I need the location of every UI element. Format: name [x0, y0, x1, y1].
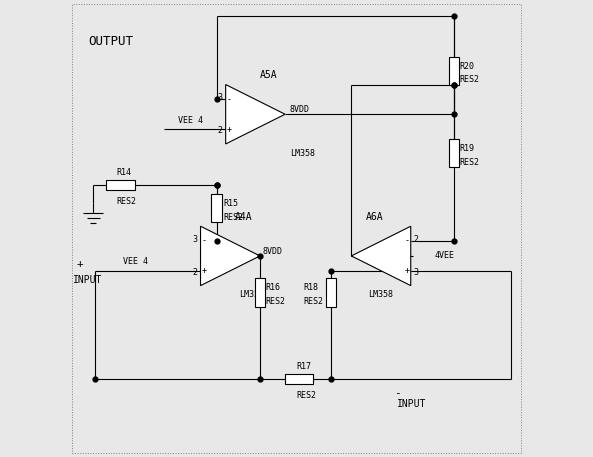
Text: RES2: RES2	[266, 297, 285, 306]
Text: R18: R18	[304, 283, 318, 292]
Text: R19: R19	[460, 144, 474, 153]
Text: 4VEE: 4VEE	[435, 251, 454, 260]
Text: R14: R14	[116, 168, 131, 177]
Text: INPUT: INPUT	[397, 399, 426, 409]
Text: -: -	[394, 388, 400, 398]
Text: VEE 4: VEE 4	[123, 257, 148, 266]
Text: 2: 2	[193, 268, 197, 277]
Bar	[212, 194, 222, 222]
Text: 8VDD: 8VDD	[262, 247, 282, 256]
Text: R17: R17	[296, 362, 311, 371]
Text: VEE 4: VEE 4	[178, 116, 203, 124]
Text: A4A: A4A	[235, 212, 253, 222]
Text: 3: 3	[414, 268, 419, 277]
Text: RES2: RES2	[460, 75, 480, 85]
Text: +: +	[202, 266, 207, 275]
Text: RES2: RES2	[304, 297, 323, 306]
Text: R15: R15	[224, 199, 238, 208]
Bar	[285, 374, 313, 384]
Bar	[255, 278, 265, 307]
Text: 8VDD: 8VDD	[289, 105, 310, 114]
Text: RES2: RES2	[460, 158, 480, 167]
Text: A6A: A6A	[366, 212, 384, 222]
Text: LM358: LM358	[368, 290, 394, 299]
Text: RES2: RES2	[116, 197, 136, 206]
Text: 3: 3	[193, 235, 197, 244]
Text: 3: 3	[218, 93, 223, 102]
Text: 2: 2	[414, 235, 419, 244]
Text: -: -	[202, 237, 207, 245]
Polygon shape	[226, 85, 285, 144]
Text: -: -	[227, 95, 232, 104]
Text: A5A: A5A	[260, 70, 278, 80]
Polygon shape	[200, 226, 260, 286]
Text: 2: 2	[218, 126, 223, 135]
Text: LM358: LM358	[239, 290, 264, 299]
Bar	[106, 180, 135, 190]
Text: RES2: RES2	[224, 213, 243, 222]
Text: R20: R20	[460, 62, 474, 71]
Polygon shape	[351, 226, 411, 286]
Text: +: +	[227, 125, 232, 133]
Bar	[326, 278, 336, 307]
Text: LM358: LM358	[289, 149, 315, 158]
Bar	[449, 139, 459, 167]
Text: +: +	[76, 259, 83, 269]
Text: -: -	[404, 237, 409, 245]
Text: R16: R16	[266, 283, 280, 292]
Text: +: +	[404, 266, 409, 275]
Text: INPUT: INPUT	[72, 275, 102, 285]
Text: RES2: RES2	[296, 391, 317, 400]
Bar	[449, 57, 459, 85]
Text: OUTPUT: OUTPUT	[88, 35, 133, 48]
